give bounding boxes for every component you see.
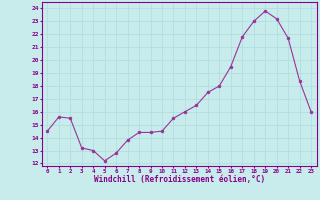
X-axis label: Windchill (Refroidissement éolien,°C): Windchill (Refroidissement éolien,°C) bbox=[94, 175, 265, 184]
